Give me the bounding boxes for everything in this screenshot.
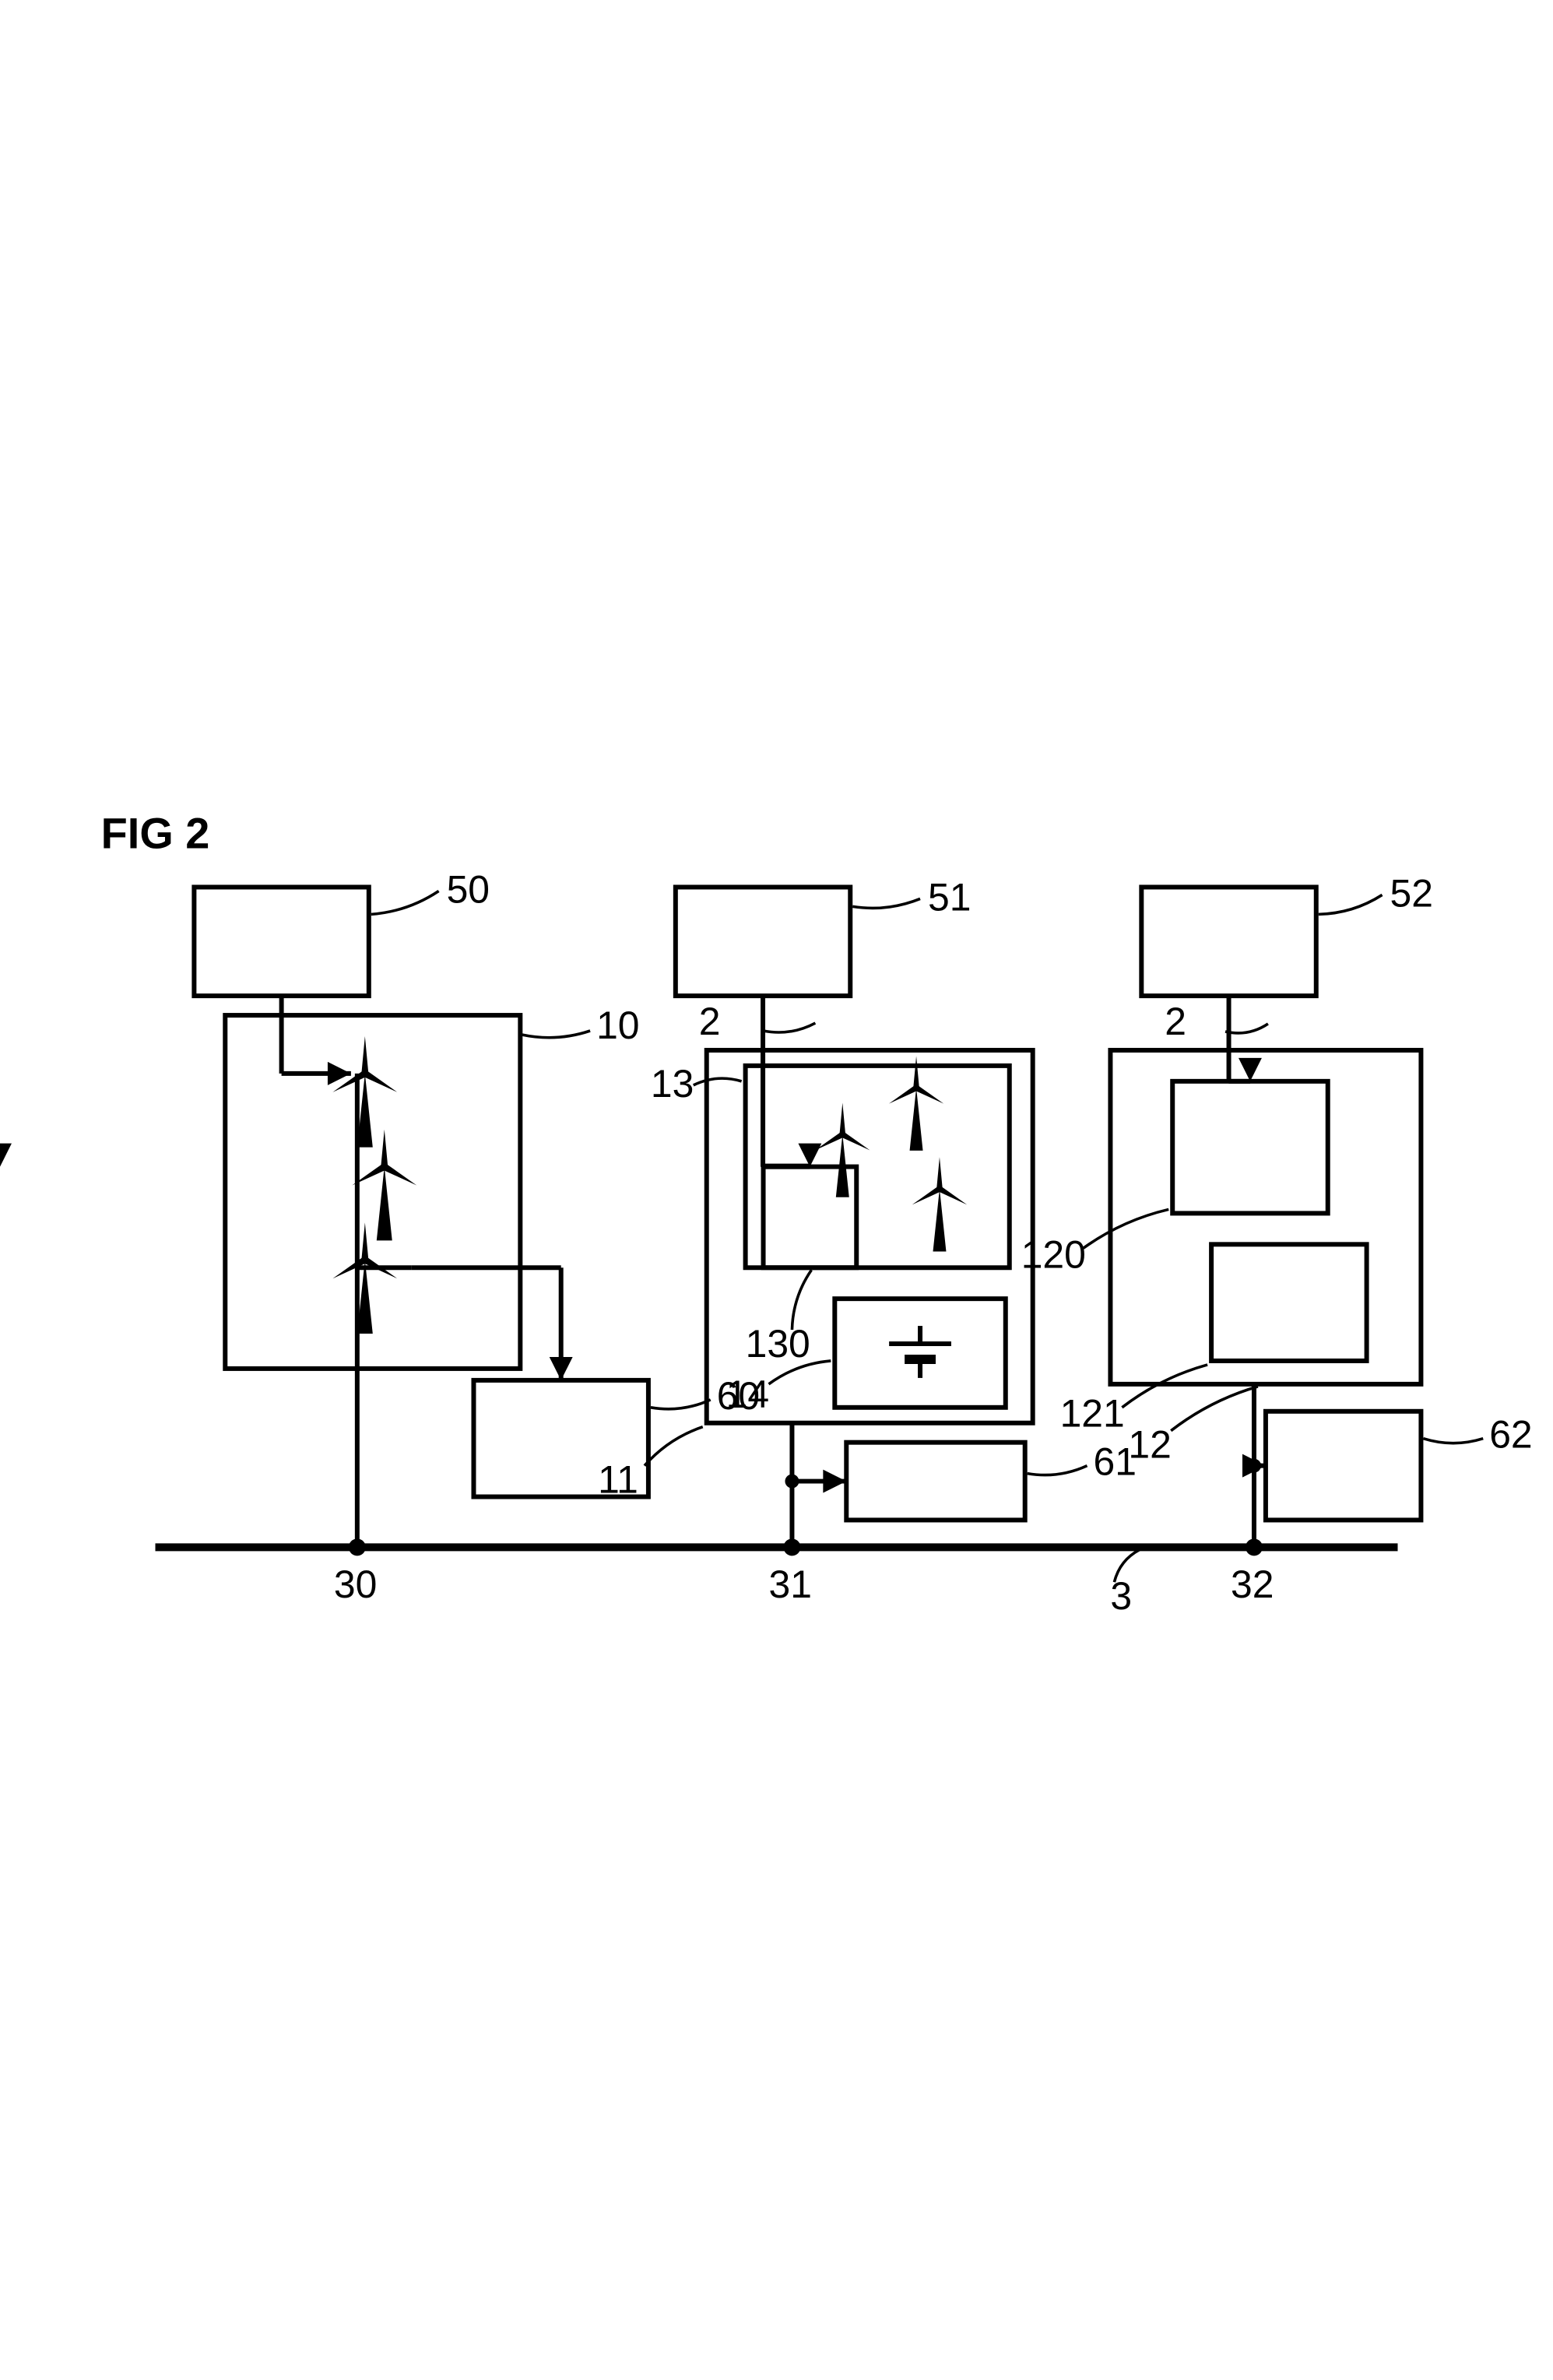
label-10: 10 xyxy=(596,1004,639,1047)
meas-box-62 xyxy=(1266,1411,1421,1520)
meas-box-61 xyxy=(846,1443,1024,1520)
label-13: 13 xyxy=(651,1062,694,1106)
lead-line xyxy=(694,1078,742,1085)
lead-line xyxy=(645,1427,703,1466)
forecast-box-50 xyxy=(194,887,368,996)
lead-line xyxy=(1028,1466,1087,1475)
lead-line xyxy=(522,1031,590,1038)
lead-line xyxy=(651,1400,711,1409)
figure-title: FIG 2 xyxy=(101,809,210,858)
battery-box-14 xyxy=(834,1299,1005,1408)
wind-turbine-icon xyxy=(912,1157,967,1251)
label-51: 51 xyxy=(928,875,971,919)
lead-line xyxy=(1084,1209,1169,1248)
lead-line xyxy=(1319,895,1383,914)
wind-turbine-icon xyxy=(889,1056,943,1151)
label-2-col2: 2 xyxy=(699,1000,721,1043)
label-62: 62 xyxy=(1489,1413,1532,1457)
node-32-label: 32 xyxy=(1231,1563,1274,1606)
lead-line xyxy=(371,891,439,914)
label-130: 130 xyxy=(746,1322,810,1366)
plant-box-12 xyxy=(1110,1050,1421,1384)
lead-line xyxy=(764,1023,816,1032)
forecast-box-52 xyxy=(1141,887,1316,996)
label-12: 12 xyxy=(1128,1423,1171,1467)
node-31-label: 31 xyxy=(769,1563,812,1606)
label-2-col3: 2 xyxy=(1165,1000,1186,1043)
figure-diagram: FIG 233031325010605111213130146152122120… xyxy=(0,0,1553,2380)
lead-line xyxy=(1423,1439,1483,1443)
plant-box-11 xyxy=(707,1050,1033,1423)
block-121 xyxy=(1211,1244,1367,1361)
wind-turbine-icon xyxy=(332,1036,397,1148)
bus-label: 3 xyxy=(1110,1574,1132,1618)
forecast-box-51 xyxy=(676,887,850,996)
wind-turbine-icon xyxy=(815,1102,870,1197)
lead-line xyxy=(1171,1387,1258,1431)
label-120: 120 xyxy=(1021,1232,1086,1276)
battery-icon xyxy=(889,1326,951,1378)
plant-box-10 xyxy=(225,1015,520,1369)
label-11: 11 xyxy=(598,1458,638,1502)
label-14: 14 xyxy=(726,1373,769,1416)
node-30-label: 30 xyxy=(334,1563,377,1606)
lead-line xyxy=(1225,1024,1268,1033)
label-52: 52 xyxy=(1390,871,1433,915)
lead-line xyxy=(792,1270,811,1330)
label-121: 121 xyxy=(1060,1392,1125,1436)
label-50: 50 xyxy=(447,867,490,911)
lead-line xyxy=(852,898,920,908)
block-120 xyxy=(1172,1081,1328,1214)
